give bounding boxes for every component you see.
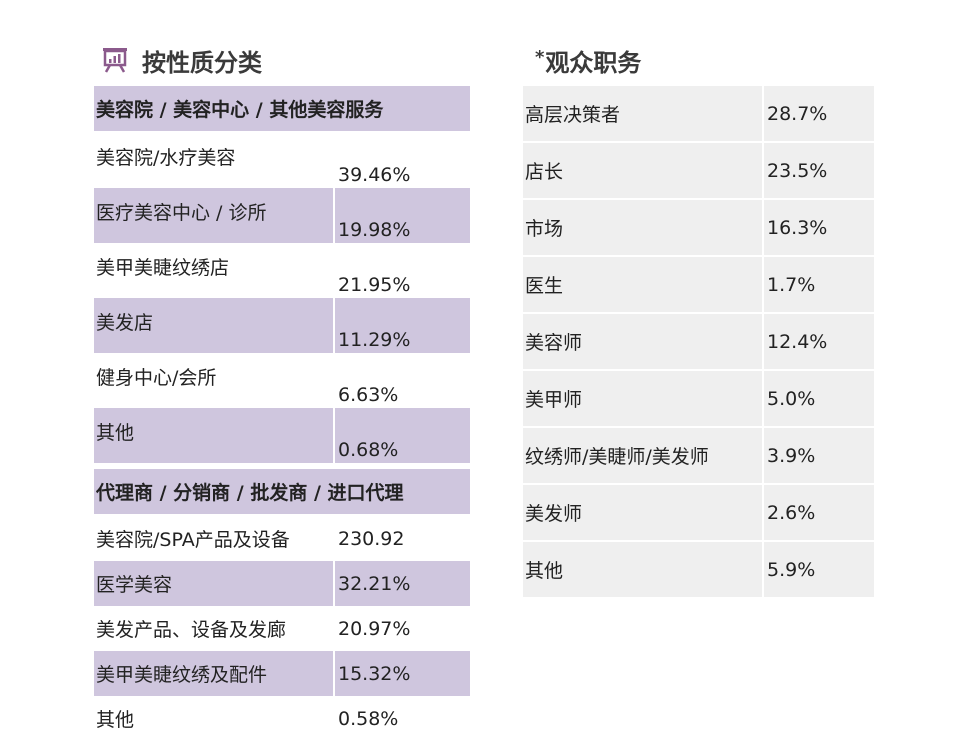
row-label: 美甲美睫纹绣及配件 xyxy=(94,651,335,696)
row-label: 美甲师 xyxy=(523,371,764,428)
table-row: 美发产品、设备及发廊 20.97% xyxy=(94,606,470,651)
row-value: 21.95% xyxy=(335,243,470,298)
table-row: 美容院/SPA产品及设备 230.92 xyxy=(94,516,470,561)
section-header: 代理商 / 分销商 / 批发商 / 进口代理 xyxy=(94,463,470,516)
row-value: 5.9% xyxy=(764,542,874,599)
row-value: 15.32% xyxy=(335,651,470,696)
table-row: 美甲美睫纹绣及配件 15.32% xyxy=(94,651,470,696)
row-label: 美发产品、设备及发廊 xyxy=(94,606,335,651)
row-value: 12.4% xyxy=(764,314,874,371)
venue-type-table: 美容院 / 美容中心 / 其他美容服务 美容院/水疗美容 39.46% 医疗美容… xyxy=(94,86,470,741)
row-value: 0.58% xyxy=(335,696,470,741)
table-row: 其他 0.58% xyxy=(94,696,470,741)
row-value: 11.29% xyxy=(335,298,470,353)
table-row: 美容师 12.4% xyxy=(523,314,874,371)
title-asterisk: * xyxy=(535,46,545,68)
row-value: 39.46% xyxy=(335,133,470,188)
row-value: 20.97% xyxy=(335,606,470,651)
row-value: 5.0% xyxy=(764,371,874,428)
row-value: 23.5% xyxy=(764,143,874,200)
table-row: 医生 1.7% xyxy=(523,257,874,314)
table-row: 美甲师 5.0% xyxy=(523,371,874,428)
table-row: 医疗美容中心 / 诊所 19.98% xyxy=(94,188,470,243)
row-value: 2.6% xyxy=(764,485,874,542)
table-row: 其他 5.9% xyxy=(523,542,874,599)
row-label: 美甲美睫纹绣店 xyxy=(94,243,335,298)
table-row: 美容院/水疗美容 39.46% xyxy=(94,133,470,188)
row-label: 美发店 xyxy=(94,298,335,353)
row-label: 店长 xyxy=(523,143,764,200)
row-value: 1.7% xyxy=(764,257,874,314)
row-value: 0.68% xyxy=(335,408,470,463)
row-label: 市场 xyxy=(523,200,764,257)
table-row: 美发师 2.6% xyxy=(523,485,874,542)
row-value: 3.9% xyxy=(764,428,874,485)
row-label: 高层决策者 xyxy=(523,86,764,143)
row-label: 医学美容 xyxy=(94,561,335,606)
right-section-title: 观众职务 xyxy=(545,48,642,77)
row-value: 16.3% xyxy=(764,200,874,257)
row-label: 医疗美容中心 / 诊所 xyxy=(94,188,335,243)
table-row: 其他 0.68% xyxy=(94,408,470,463)
table-row: 纹绣师/美睫师/美发师 3.9% xyxy=(523,428,874,485)
row-value: 28.7% xyxy=(764,86,874,143)
audience-role-table: 高层决策者 28.7% 店长 23.5% 市场 16.3% 医生 1.7% 美容… xyxy=(523,86,874,599)
table-row: 店长 23.5% xyxy=(523,143,874,200)
row-label: 健身中心/会所 xyxy=(94,353,335,408)
section-header-row: 美容院 / 美容中心 / 其他美容服务 xyxy=(94,86,470,133)
row-value: 230.92 xyxy=(335,516,470,561)
row-label: 美容院/水疗美容 xyxy=(94,133,335,188)
row-value: 6.63% xyxy=(335,353,470,408)
row-label: 其他 xyxy=(94,408,335,463)
left-section-title: 按性质分类 xyxy=(142,48,262,77)
row-value: 19.98% xyxy=(335,188,470,243)
row-label: 医生 xyxy=(523,257,764,314)
row-label: 其他 xyxy=(94,696,335,741)
row-label: 美发师 xyxy=(523,485,764,542)
table-row: 高层决策者 28.7% xyxy=(523,86,874,143)
row-label: 其他 xyxy=(523,542,764,599)
row-label: 美容师 xyxy=(523,314,764,371)
row-label: 美容院/SPA产品及设备 xyxy=(94,516,335,561)
presentation-board-icon xyxy=(103,48,127,73)
right-section-heading: * 观众职务 xyxy=(535,40,641,80)
table-row: 健身中心/会所 6.63% xyxy=(94,353,470,408)
table-row: 美甲美睫纹绣店 21.95% xyxy=(94,243,470,298)
section-header-row: 代理商 / 分销商 / 批发商 / 进口代理 xyxy=(94,463,470,516)
row-value: 32.21% xyxy=(335,561,470,606)
row-label: 纹绣师/美睫师/美发师 xyxy=(523,428,764,485)
table-row: 市场 16.3% xyxy=(523,200,874,257)
table-row: 医学美容 32.21% xyxy=(94,561,470,606)
section-header: 美容院 / 美容中心 / 其他美容服务 xyxy=(94,86,470,133)
left-section-heading: 按性质分类 xyxy=(100,40,262,80)
table-row: 美发店 11.29% xyxy=(94,298,470,353)
